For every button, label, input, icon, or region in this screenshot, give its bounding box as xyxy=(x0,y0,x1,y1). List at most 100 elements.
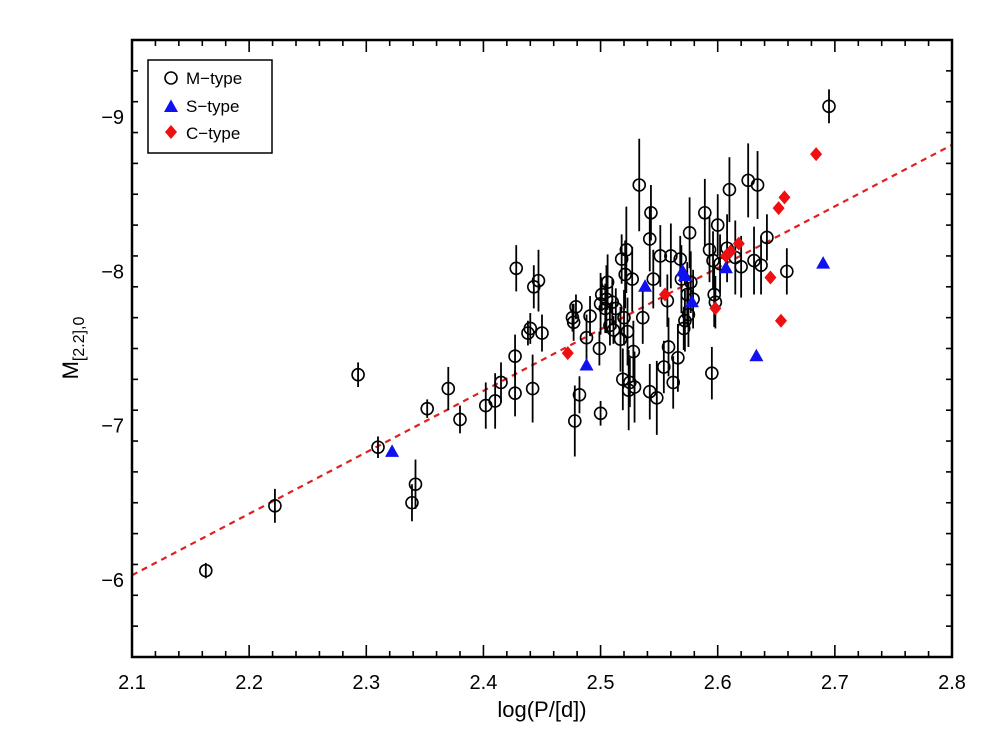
data-point-m-type xyxy=(616,372,630,387)
legend-marker-s-type xyxy=(164,99,178,112)
data-point-m-type xyxy=(822,99,836,114)
data-point-m-type xyxy=(488,394,502,408)
y-tick-labels: −6 −7 −8 −9 xyxy=(101,107,124,592)
data-point-m-type xyxy=(594,287,609,302)
data-point-m-type xyxy=(682,226,697,240)
data-point-c-type xyxy=(810,147,823,162)
y-axis-label-subscript: [2.2],0 xyxy=(71,317,88,362)
data-point-m-type xyxy=(698,205,712,220)
data-point-m-type xyxy=(508,386,522,401)
y-axis-label: M[2.2],0 xyxy=(58,317,88,380)
x-tick-label: 2.1 xyxy=(118,672,146,694)
x-tick-label: 2.2 xyxy=(235,672,263,694)
y-tick-label: −6 xyxy=(101,570,124,592)
data-point-c-type xyxy=(732,236,745,251)
y-tick-label: −8 xyxy=(101,261,124,283)
data-point-c-type xyxy=(778,190,791,205)
data-point-c-type xyxy=(561,346,574,361)
data-point-m-type xyxy=(441,381,456,396)
data-point-s-type xyxy=(718,260,733,274)
data-point-m-type xyxy=(572,387,587,402)
data-point-c-type xyxy=(772,201,785,216)
data-point-m-type xyxy=(780,264,794,279)
data-point-m-type xyxy=(754,258,768,273)
data-point-m-type xyxy=(707,287,722,302)
y-axis-label-main: M xyxy=(58,361,83,379)
data-point-m-type xyxy=(405,495,419,510)
data-point-m-type xyxy=(644,205,658,220)
data-point-m-type xyxy=(567,414,582,428)
data-point-m-type xyxy=(664,249,678,263)
data-point-m-type xyxy=(646,272,661,286)
data-point-s-type xyxy=(816,256,831,269)
axis-ticks xyxy=(131,39,953,658)
data-point-m-type xyxy=(351,367,365,382)
data-point-c-type xyxy=(764,270,777,285)
legend: M−type S−type C−type xyxy=(147,59,273,154)
data-point-c-type xyxy=(774,313,787,328)
x-tick-label: 2.5 xyxy=(587,672,615,694)
data-point-m-type xyxy=(600,275,615,289)
data-point-m-type xyxy=(642,232,657,246)
data-point-m-type xyxy=(620,324,635,339)
data-point-c-type xyxy=(709,301,722,316)
x-tick-label: 2.8 xyxy=(938,672,966,694)
data-point-m-type xyxy=(705,366,719,380)
data-point-m-type xyxy=(681,307,696,322)
data-points-layer xyxy=(199,99,836,578)
data-point-m-type xyxy=(617,310,631,325)
data-point-m-type xyxy=(508,349,522,364)
data-point-m-type xyxy=(619,242,634,257)
data-point-m-type xyxy=(199,563,213,578)
data-point-m-type xyxy=(625,272,640,286)
data-point-m-type xyxy=(566,315,581,330)
data-point-c-type xyxy=(724,244,737,259)
x-tick-label: 2.7 xyxy=(821,672,849,694)
data-point-m-type xyxy=(535,326,549,340)
data-point-m-type xyxy=(649,391,664,405)
data-point-m-type xyxy=(671,350,685,365)
data-point-m-type xyxy=(420,401,435,416)
x-tick-label: 2.4 xyxy=(470,672,498,694)
x-tick-label: 2.3 xyxy=(352,672,380,694)
data-point-m-type xyxy=(632,178,647,192)
x-tick-labels: 2.1 2.2 2.3 2.4 2.5 2.6 2.7 2.8 xyxy=(118,672,966,694)
legend-marker-c-type xyxy=(165,125,177,139)
data-point-m-type xyxy=(569,300,583,314)
data-point-s-type xyxy=(677,268,692,282)
data-point-m-type xyxy=(747,253,761,268)
legend-marker-m-type xyxy=(164,71,178,85)
data-point-m-type xyxy=(710,218,725,232)
data-point-m-type xyxy=(706,253,720,268)
data-point-m-type xyxy=(635,310,650,325)
x-tick-label: 2.6 xyxy=(704,672,732,694)
data-point-m-type xyxy=(623,375,637,390)
legend-label-c-type: C−type xyxy=(186,124,240,143)
data-point-m-type xyxy=(673,252,688,266)
data-point-m-type xyxy=(268,499,282,513)
data-point-m-type xyxy=(627,380,642,394)
data-point-s-type xyxy=(385,444,400,457)
data-point-m-type xyxy=(579,330,594,345)
data-point-m-type xyxy=(494,375,508,390)
data-point-m-type xyxy=(734,259,748,274)
x-axis-label: log(P/[d]) xyxy=(497,697,586,722)
data-point-s-type xyxy=(638,279,653,292)
data-point-m-type xyxy=(593,406,608,421)
y-tick-label: −9 xyxy=(101,107,124,129)
data-point-m-type xyxy=(408,477,423,492)
data-point-m-type xyxy=(371,440,385,455)
data-point-m-type xyxy=(523,321,538,336)
data-point-c-type xyxy=(659,287,671,302)
data-point-m-type xyxy=(618,267,632,282)
data-point-m-type xyxy=(661,340,676,354)
legend-label-m-type: M−type xyxy=(186,69,242,88)
data-point-s-type xyxy=(579,357,594,371)
data-point-m-type xyxy=(683,275,698,289)
data-point-m-type xyxy=(750,178,765,192)
data-point-m-type xyxy=(608,301,623,316)
data-point-m-type xyxy=(666,375,681,390)
legend-label-s-type: S−type xyxy=(186,97,239,116)
data-point-m-type xyxy=(613,332,628,347)
data-point-s-type xyxy=(684,294,699,308)
